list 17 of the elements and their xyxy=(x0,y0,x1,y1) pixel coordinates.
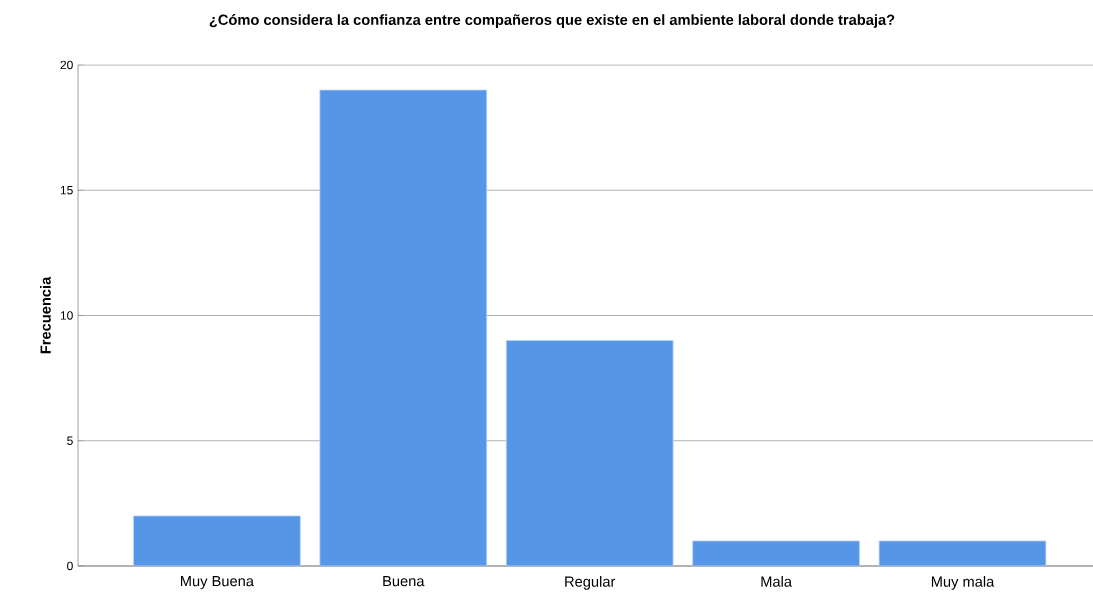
x-tick-label: Mala xyxy=(761,576,792,587)
x-tick-label: Muy Buena xyxy=(181,576,254,590)
y-tick-label: 15 xyxy=(60,186,73,195)
x-tick-label: Regular xyxy=(565,576,616,590)
y-tick-label: 10 xyxy=(60,311,73,320)
x-tick-label: Muy mala xyxy=(931,576,995,590)
bar xyxy=(505,340,674,566)
x-tick-label: Buena xyxy=(383,576,425,587)
bar xyxy=(133,515,301,566)
chart-title: ¿Cómo considera la confianza entre compañeros que existe en el ambiente laboral donde trabaja? xyxy=(209,14,895,28)
y-tick-label: 0 xyxy=(67,561,73,571)
y-tick-label: 5 xyxy=(67,436,73,445)
y-axis-title: Frecuencia xyxy=(40,276,51,354)
y-tick-label: 20 xyxy=(60,60,73,70)
bar xyxy=(878,540,1047,566)
bar xyxy=(319,89,488,566)
bar xyxy=(692,540,860,566)
